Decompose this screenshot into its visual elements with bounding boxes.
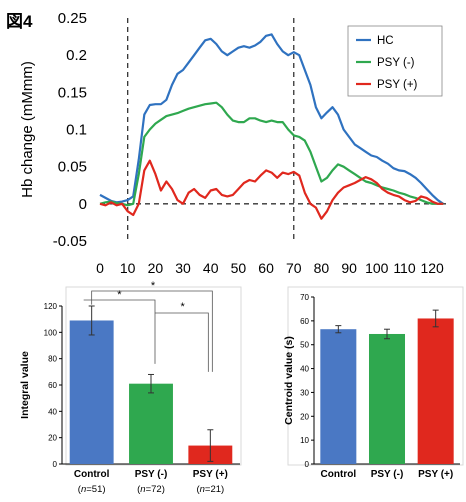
line-chart-axes: -0.05 0 0.05 0.1 0.15 0.2 0.25 0 10 20 30 40 50 60 70 8… [53,10,446,276]
bar [129,383,173,464]
x-tick-label: 30 [175,260,191,276]
x-tick-label: 120 [420,260,444,276]
y-tick-label: 20 [300,412,309,421]
y-tick-label: 60 [300,317,309,326]
centroid-chart-axes: 0 10 20 30 40 50 60 70 [300,293,460,469]
y-tick-label: 50 [300,341,309,350]
x-tick-label: 50 [231,260,247,276]
sample-size-label: (n=51) [78,484,106,495]
y-tick-label: 0 [305,460,310,469]
y-tick-label: 80 [48,355,57,364]
sample-size-n: n [140,484,145,495]
centroid-chart-frame [287,286,464,466]
y-tick-label: -0.05 [53,233,87,250]
y-tick-label: 0.1 [66,122,87,139]
legend-label: HC [377,35,394,47]
y-tick-label: 0.25 [58,10,87,27]
sample-size-label: (n=72) [137,484,165,495]
legend-label: PSY (+) [377,79,418,91]
bar [69,320,114,464]
y-tick-label: 30 [300,388,309,397]
x-tick-label: 60 [258,260,274,276]
sample-size-n: n [200,484,205,495]
x-tick-label: 20 [148,260,164,276]
significance-star: * [117,289,122,301]
significance-bracket [83,299,156,364]
significance-star: * [181,301,186,313]
sample-size-value: =51) [86,484,105,495]
x-tick-label: 10 [120,260,136,276]
integral-chart-significance: * * * [83,280,213,372]
y-tick-label: 70 [300,293,309,302]
y-tick-label: 60 [48,381,57,390]
x-tick-label: 100 [365,260,389,276]
category-label: Control [74,469,110,480]
y-tick-label: 0.2 [66,47,87,64]
sample-size-open: ( [78,484,82,495]
bar [417,318,454,464]
x-tick-label: 40 [203,260,219,276]
category-label: PSY (+) [418,469,453,480]
legend-label: PSY (-) [377,57,415,69]
integral-chart-y-axis-label: Integral value [19,351,31,419]
bar [320,329,357,464]
centroid-chart-bars: Control PSY (-) PSY (+) [320,309,454,480]
y-tick-label: 40 [48,407,57,416]
significance-star: * [151,280,156,292]
line-chart-series [99,33,444,220]
x-tick-label: 90 [341,260,357,276]
line-chart-legend: HC PSY (-) PSY (+) [347,25,443,97]
series-line [99,33,444,205]
series-line [99,159,444,220]
sample-size-label: (n=21) [196,484,224,495]
x-tick-label: 110 [393,260,416,276]
sample-size-value: =72) [146,484,165,495]
x-tick-label: 0 [96,260,104,276]
sample-size-open: ( [137,484,141,495]
significance-bracket [155,312,209,372]
y-tick-label: 0.05 [58,159,87,176]
centroid-chart-y-axis-label: Centroid value (s) [283,336,295,425]
category-label: PSY (+) [193,469,228,480]
category-label: PSY (-) [371,469,404,480]
sample-size-n: n [81,484,86,495]
bar [368,333,406,464]
centroid-value-bar-chart: 0 10 20 30 40 50 60 70 Control PSY (-) PSY (+) Ce… [283,286,464,480]
y-tick-label: 10 [300,436,309,445]
sample-size-open: ( [196,484,200,495]
hb-change-line-chart: -0.05 0 0.05 0.1 0.15 0.2 0.25 0 10 20 30 40 50 60 70 8… [19,10,446,276]
y-tick-label: 120 [44,302,58,311]
sample-size-value: =21) [205,484,224,495]
category-label: PSY (-) [135,469,168,480]
y-tick-label: 0 [79,196,87,213]
line-chart-y-axis-label: Hb change (mMmm) [19,61,36,198]
significance-bracket [91,290,213,372]
y-tick-label: 0.15 [58,84,87,101]
y-tick-label: 20 [48,434,57,443]
x-tick-label: 70 [286,260,302,276]
x-tick-label: 80 [314,260,330,276]
figure-label: 図4 [6,12,33,31]
y-tick-label: 40 [300,365,309,374]
y-tick-label: 0 [53,460,58,469]
category-label: Control [321,469,357,480]
integral-chart-bars: Control(n=51)PSY (-)(n=72)PSY (+)(n=21) [69,305,233,495]
y-tick-label: 100 [44,328,58,337]
integral-chart-frame [65,286,242,466]
series-line [99,101,444,207]
